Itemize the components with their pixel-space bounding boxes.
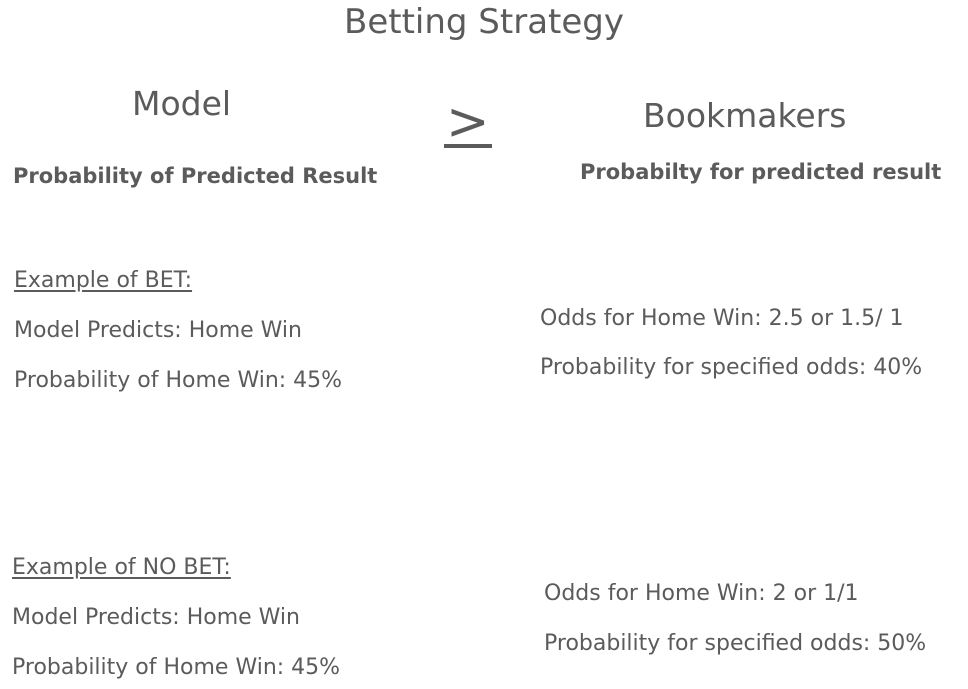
example-no-bet-odds-probability: Probability for specified odds: 50% — [544, 631, 927, 656]
example-bet-odds: Odds for Home Win: 2.5 or 1.5/ 1 — [540, 306, 904, 331]
page-title: Betting Strategy — [344, 2, 624, 42]
example-no-bet-heading: Example of NO BET: — [12, 555, 231, 580]
example-no-bet-model-predicts: Model Predicts: Home Win — [12, 605, 300, 630]
example-no-bet-odds: Odds for Home Win: 2 or 1/1 — [544, 581, 859, 606]
example-bet-model-predicts: Model Predicts: Home Win — [14, 318, 302, 343]
greater-or-equal-symbol: > — [444, 96, 492, 148]
model-subheading: Probability of Predicted Result — [13, 164, 378, 188]
comparison-symbol: > — [444, 92, 492, 152]
model-heading: Model — [132, 84, 232, 123]
bookmakers-heading: Bookmakers — [643, 96, 847, 135]
bookmakers-subheading: Probabilty for predicted result — [580, 160, 942, 184]
example-bet-heading: Example of BET: — [14, 268, 193, 293]
example-bet-model-probability: Probability of Home Win: 45% — [14, 368, 343, 393]
example-bet-odds-probability: Probability for specified odds: 40% — [540, 355, 923, 380]
example-no-bet-model-probability: Probability of Home Win: 45% — [12, 655, 341, 680]
